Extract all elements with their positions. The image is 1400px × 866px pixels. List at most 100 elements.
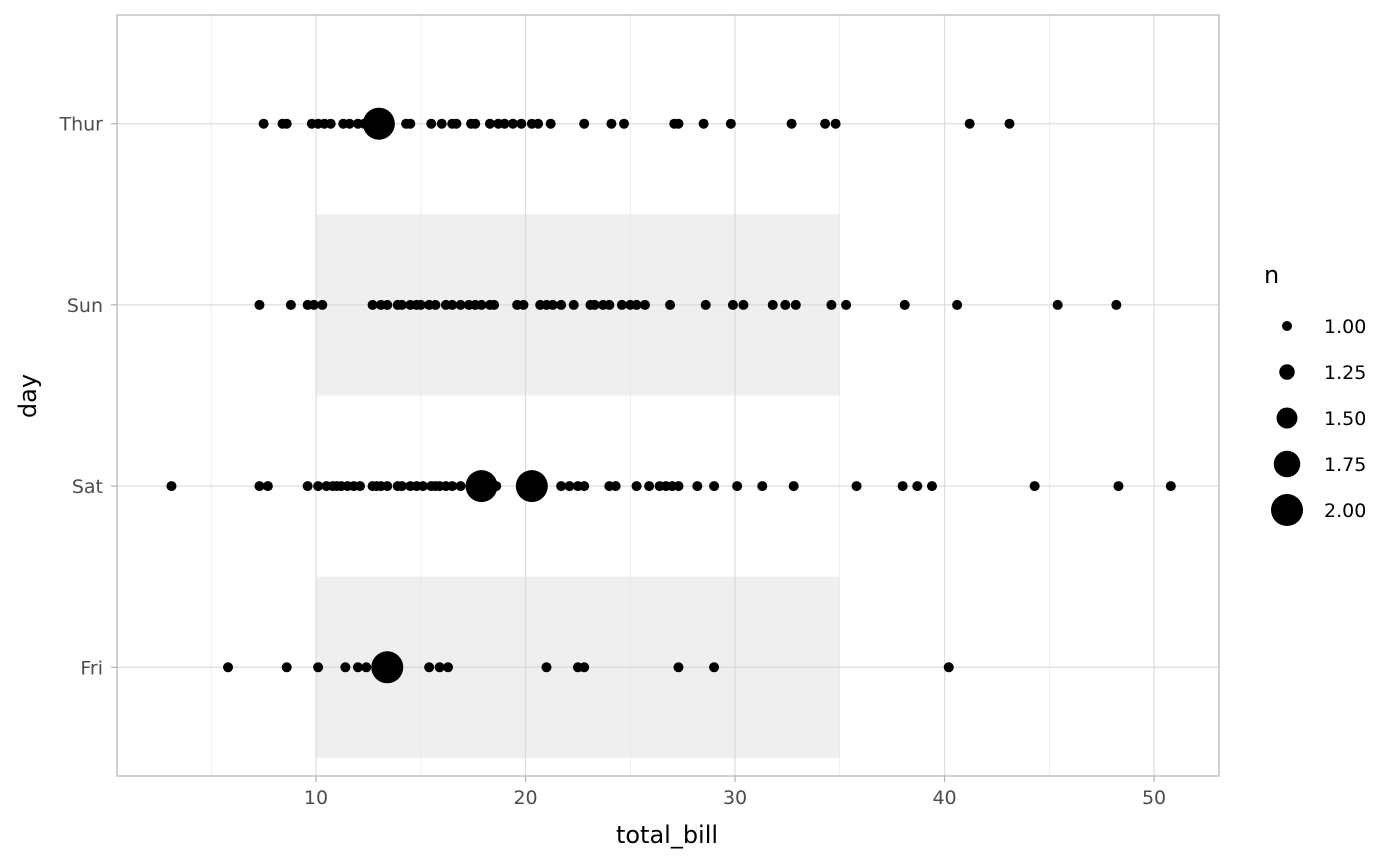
data-point-sat: [926, 481, 937, 492]
data-point-thur: [362, 107, 395, 140]
x-tick-label: 20: [513, 787, 537, 809]
data-point-thur: [426, 118, 437, 129]
data-point-sun: [899, 299, 910, 310]
data-point-sat: [912, 481, 923, 492]
data-point-sat: [465, 470, 498, 503]
data-point-sat: [515, 470, 548, 503]
data-point-sat: [692, 481, 703, 492]
y-tick-label-thur: Thur: [58, 114, 103, 136]
data-point-sat: [556, 481, 567, 492]
data-point-thur: [673, 118, 684, 129]
data-point-fri: [361, 662, 372, 673]
legend-entries: 1.00 1.25 1.50 1.75 2.00: [1271, 316, 1366, 526]
data-point-sun: [639, 299, 650, 310]
x-tick-label: 50: [1142, 787, 1166, 809]
data-point-sat: [455, 481, 466, 492]
data-point-sun: [790, 299, 801, 310]
legend-label: 1.25: [1324, 362, 1366, 384]
data-point-sun: [308, 299, 319, 310]
data-point-thur: [698, 118, 709, 129]
data-point-fri: [541, 662, 552, 673]
data-point-sun: [780, 299, 791, 310]
data-point-thur: [725, 118, 736, 129]
data-point-sat: [709, 481, 720, 492]
data-point-sun: [826, 299, 837, 310]
legend-label: 1.50: [1324, 408, 1366, 430]
panel-border: [116, 14, 1220, 777]
data-point-fri: [709, 662, 720, 673]
data-point-thur: [451, 118, 462, 129]
legend-label: 2.00: [1324, 500, 1366, 522]
data-point-sat: [1029, 481, 1040, 492]
data-point-sat: [732, 481, 743, 492]
x-axis-title: total_bill: [616, 821, 718, 849]
data-point-sun: [1052, 299, 1063, 310]
data-point-sat: [788, 481, 799, 492]
data-point-sun: [447, 299, 458, 310]
data-point-thur: [964, 118, 975, 129]
data-point-thur: [516, 118, 527, 129]
data-point-sun: [430, 299, 441, 310]
data-point-sat: [1165, 481, 1176, 492]
data-point-thur: [830, 118, 841, 129]
legend-label: 1.00: [1324, 316, 1366, 338]
data-point-sun: [700, 299, 711, 310]
data-point-sat: [254, 481, 265, 492]
data-point-fri: [579, 662, 590, 673]
data-point-thur: [579, 118, 590, 129]
data-point-fri: [434, 662, 445, 673]
data-point-sun: [547, 299, 558, 310]
data-point-sun: [1111, 299, 1122, 310]
x-tick-label: 30: [723, 787, 747, 809]
y-tick-label-sat: Sat: [72, 476, 103, 498]
data-point-thur: [786, 118, 797, 129]
data-point-thur: [507, 118, 518, 129]
legend-label: 1.75: [1324, 454, 1366, 476]
data-point-thur: [619, 118, 630, 129]
data-point-sun: [317, 299, 328, 310]
data-point-sun: [518, 299, 529, 310]
data-point-sat: [610, 481, 621, 492]
data-point-sun: [489, 299, 500, 310]
data-point-thur: [258, 118, 269, 129]
data-point-thur: [499, 118, 510, 129]
data-point-sat: [564, 481, 575, 492]
data-point-fri: [352, 662, 363, 673]
legend-key: [1273, 450, 1301, 478]
data-point-fri: [424, 662, 435, 673]
data-point-sun: [556, 299, 567, 310]
data-point-sat: [262, 481, 273, 492]
data-point-sun: [616, 299, 627, 310]
data-point-sat: [1113, 481, 1124, 492]
data-point-sun: [396, 299, 407, 310]
legend-key: [1271, 494, 1303, 526]
data-point-sat: [579, 481, 590, 492]
x-tick-label: 10: [304, 787, 328, 809]
data-point-fri: [313, 662, 324, 673]
legend-title: n: [1264, 261, 1279, 289]
data-point-sun: [767, 299, 778, 310]
data-point-sat: [302, 481, 313, 492]
data-point-sat: [631, 481, 642, 492]
data-point-sat: [313, 481, 324, 492]
data-point-fri: [943, 662, 954, 673]
data-point-sun: [604, 299, 615, 310]
data-point-fri: [281, 662, 292, 673]
legend-key: [1276, 407, 1298, 429]
data-point-sun: [841, 299, 852, 310]
data-point-sun: [738, 299, 749, 310]
data-point-thur: [606, 118, 617, 129]
data-point-sun: [455, 299, 466, 310]
data-point-thur: [281, 118, 292, 129]
data-point-fri: [443, 662, 454, 673]
data-point-sat: [417, 481, 428, 492]
data-point-fri: [340, 662, 351, 673]
x-axis-ticks: 10 20 30 40 50: [304, 776, 1166, 809]
data-point-sun: [367, 299, 378, 310]
data-point-sat: [897, 481, 908, 492]
data-point-sat: [491, 481, 502, 492]
legend-key: [1279, 364, 1295, 380]
y-axis-ticks: Fri Sat Sun Thur: [58, 114, 117, 679]
data-point-sat: [355, 481, 366, 492]
